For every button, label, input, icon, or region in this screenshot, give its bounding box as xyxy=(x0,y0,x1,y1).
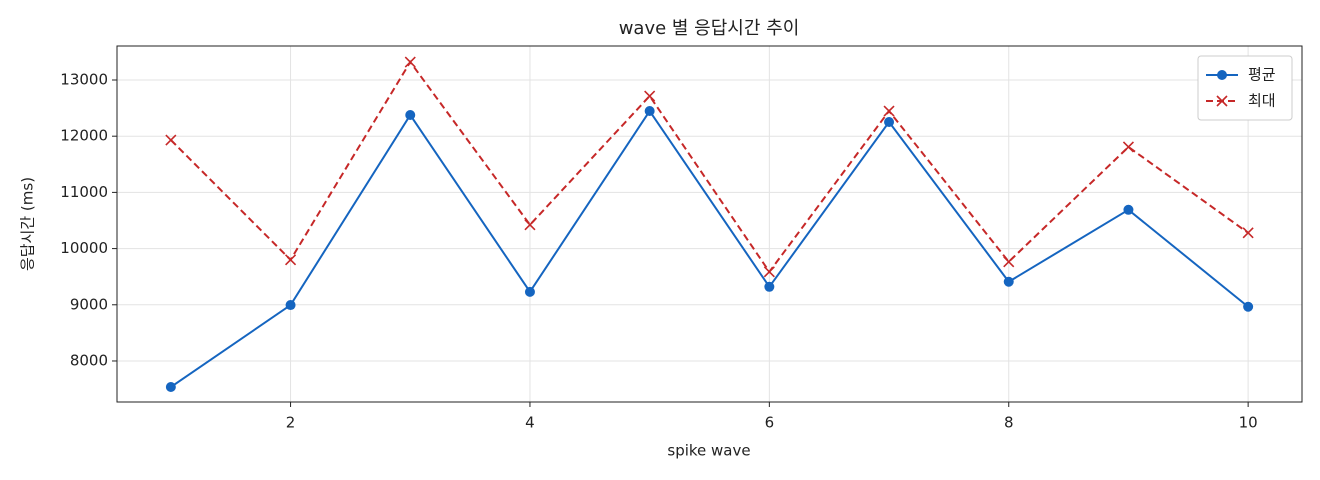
marker xyxy=(165,134,177,146)
marker xyxy=(1243,301,1254,312)
marker xyxy=(1217,70,1227,80)
x-tick-label: 6 xyxy=(765,414,775,432)
y-tick-label: 8000 xyxy=(70,351,108,369)
marker xyxy=(884,116,895,127)
marker xyxy=(165,381,176,392)
x-tick-label: 10 xyxy=(1239,414,1258,432)
marker xyxy=(405,110,416,121)
y-tick-label: 11000 xyxy=(60,183,108,201)
x-tick-label: 4 xyxy=(525,414,535,432)
marker xyxy=(1216,95,1228,107)
marker xyxy=(763,266,775,278)
marker xyxy=(644,106,655,117)
chart-title: wave 별 응답시간 추이 xyxy=(619,18,800,39)
y-axis-label: 응답시간 (ms) xyxy=(19,177,37,271)
x-tick-label: 2 xyxy=(286,414,296,432)
legend-label: 최대 xyxy=(1248,92,1276,110)
marker xyxy=(524,286,535,297)
marker xyxy=(1242,227,1254,239)
marker-shape xyxy=(165,134,177,146)
marker-shape xyxy=(404,56,416,68)
marker-shape xyxy=(1122,141,1135,153)
marker xyxy=(524,219,536,231)
marker xyxy=(284,254,297,266)
legend-frame xyxy=(1197,55,1293,121)
marker xyxy=(1003,276,1014,287)
marker xyxy=(764,281,775,292)
marker xyxy=(1003,256,1015,268)
plot-frame xyxy=(116,45,1303,403)
series-line xyxy=(170,60,1249,274)
marker-shape xyxy=(1242,227,1254,239)
legend-label: 평균 xyxy=(1248,66,1276,84)
series-line xyxy=(170,109,1249,388)
marker xyxy=(404,56,416,68)
x-axis-label: spike wave xyxy=(667,442,750,460)
y-tick-label: 9000 xyxy=(70,295,108,313)
marker xyxy=(883,105,895,117)
marker-shape xyxy=(763,266,775,278)
marker-shape xyxy=(524,219,536,231)
y-tick-label: 13000 xyxy=(60,70,108,88)
marker xyxy=(1123,204,1134,215)
marker xyxy=(644,90,656,102)
x-tick-label: 8 xyxy=(1004,414,1014,432)
marker-shape xyxy=(284,254,297,266)
marker-shape xyxy=(883,105,895,117)
y-tick-label: 12000 xyxy=(60,127,108,145)
marker xyxy=(1122,141,1135,153)
marker-shape xyxy=(1003,256,1015,268)
marker-shape xyxy=(1216,95,1228,107)
marker xyxy=(285,300,296,311)
y-tick-label: 10000 xyxy=(60,239,108,257)
marker-shape xyxy=(644,90,656,102)
